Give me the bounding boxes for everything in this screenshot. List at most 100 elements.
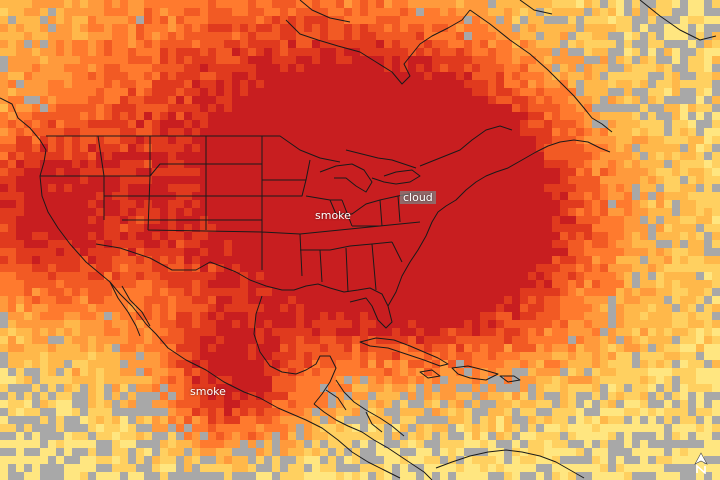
aerosol-cell — [328, 248, 336, 256]
aerosol-cell — [576, 32, 584, 40]
aerosol-cell — [648, 120, 656, 128]
aerosol-cell — [304, 160, 312, 168]
aerosol-cell — [560, 80, 568, 88]
aerosol-cell — [296, 160, 304, 168]
aerosol-cell — [384, 184, 392, 192]
aerosol-cell — [384, 208, 392, 216]
aerosol-cell — [496, 176, 504, 184]
aerosol-cell — [640, 352, 648, 360]
aerosol-cell — [624, 88, 632, 96]
aerosol-cell — [600, 464, 608, 472]
aerosol-cell — [376, 0, 384, 8]
aerosol-cell — [648, 240, 656, 248]
aerosol-cell — [456, 72, 464, 80]
aerosol-cell — [240, 344, 248, 352]
aerosol-cell — [448, 304, 456, 312]
aerosol-cell — [680, 216, 688, 224]
aerosol-cell — [632, 168, 640, 176]
aerosol-cell — [88, 328, 96, 336]
aerosol-cell — [72, 368, 80, 376]
aerosol-cell — [352, 272, 360, 280]
aerosol-cell — [680, 128, 688, 136]
aerosol-cell — [496, 232, 504, 240]
coastline-east — [387, 139, 611, 307]
aerosol-cell — [296, 256, 304, 264]
aerosol-cell — [312, 432, 320, 440]
aerosol-cell — [704, 136, 712, 144]
aerosol-cell — [32, 104, 40, 112]
aerosol-cell — [384, 472, 392, 480]
aerosol-cell — [464, 240, 472, 248]
aerosol-cell — [88, 64, 96, 72]
aerosol-cell — [152, 456, 160, 464]
aerosol-cell — [360, 288, 368, 296]
aerosol-cell — [472, 456, 480, 464]
aerosol-cell — [640, 200, 648, 208]
aerosol-cell — [400, 216, 408, 224]
aerosol-cell — [152, 344, 160, 352]
aerosol-cell — [512, 424, 520, 432]
aerosol-cell — [216, 72, 224, 80]
aerosol-cell — [464, 288, 472, 296]
aerosol-cell — [560, 32, 568, 40]
aerosol-cell — [8, 152, 16, 160]
aerosol-cell — [344, 248, 352, 256]
aerosol-cell — [440, 56, 448, 64]
aerosol-cell — [176, 120, 184, 128]
aerosol-cell — [600, 16, 608, 24]
aerosol-cell — [520, 232, 528, 240]
aerosol-cell — [472, 440, 480, 448]
aerosol-cell — [208, 312, 216, 320]
aerosol-cell — [16, 448, 24, 456]
aerosol-cell — [664, 184, 672, 192]
aerosol-cell — [256, 56, 264, 64]
aerosol-cell — [336, 0, 344, 8]
aerosol-cell — [472, 296, 480, 304]
aerosol-cell — [440, 344, 448, 352]
aerosol-cell — [160, 104, 168, 112]
aerosol-cell — [360, 280, 368, 288]
aerosol-cell — [432, 192, 440, 200]
aerosol-cell — [664, 368, 672, 376]
aerosol-cell — [320, 72, 328, 80]
aerosol-cell — [208, 56, 216, 64]
aerosol-cell — [96, 408, 104, 416]
aerosol-cell — [512, 344, 520, 352]
aerosol-cell — [616, 368, 624, 376]
aerosol-cell — [128, 336, 136, 344]
aerosol-cell — [296, 128, 304, 136]
aerosol-cell — [312, 272, 320, 280]
aerosol-cell — [688, 232, 696, 240]
aerosol-cell — [704, 200, 712, 208]
aerosol-cell — [184, 440, 192, 448]
aerosol-cell — [424, 208, 432, 216]
aerosol-cell — [432, 224, 440, 232]
aerosol-cell — [280, 0, 288, 8]
aerosol-cell — [512, 352, 520, 360]
aerosol-cell — [448, 216, 456, 224]
aerosol-cell — [24, 184, 32, 192]
aerosol-cell — [224, 352, 232, 360]
aerosol-cell — [712, 120, 720, 128]
aerosol-cell — [64, 208, 72, 216]
aerosol-cell — [56, 264, 64, 272]
aerosol-cell — [656, 408, 664, 416]
aerosol-cell — [256, 184, 264, 192]
aerosol-cell — [536, 416, 544, 424]
aerosol-cell — [80, 320, 88, 328]
aerosol-cell — [136, 0, 144, 8]
aerosol-cell — [416, 160, 424, 168]
aerosol-cell — [424, 304, 432, 312]
aerosol-cell — [288, 24, 296, 32]
aerosol-cell — [464, 48, 472, 56]
aerosol-cell — [592, 0, 600, 8]
aerosol-cell — [360, 112, 368, 120]
aerosol-cell — [144, 304, 152, 312]
aerosol-cell — [152, 176, 160, 184]
aerosol-cell — [560, 344, 568, 352]
aerosol-cell — [688, 104, 696, 112]
aerosol-cell — [320, 240, 328, 248]
aerosol-cell — [400, 64, 408, 72]
aerosol-cell — [512, 56, 520, 64]
aerosol-cell — [368, 432, 376, 440]
